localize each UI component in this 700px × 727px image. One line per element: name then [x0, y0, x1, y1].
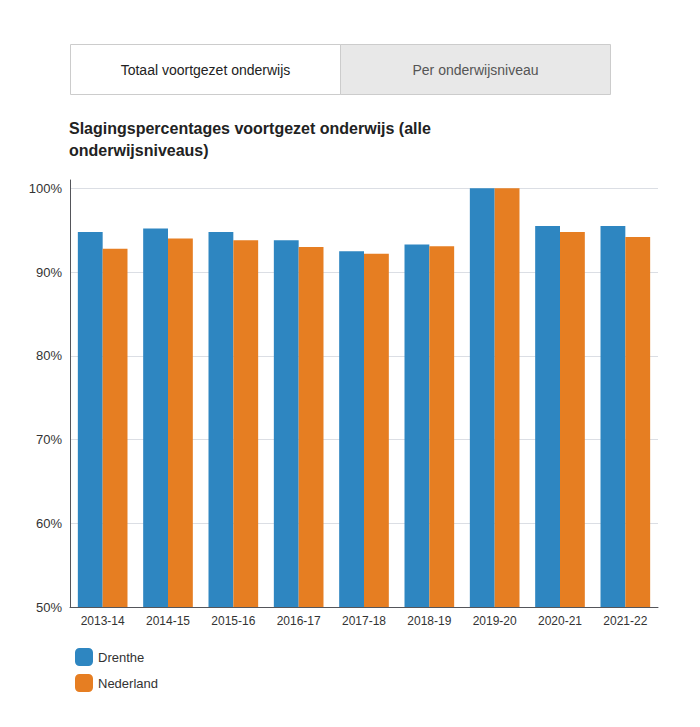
svg-text:70%: 70%: [36, 432, 62, 447]
svg-text:Per onderwijsniveau: Per onderwijsniveau: [412, 62, 538, 78]
svg-text:100%: 100%: [29, 181, 63, 196]
svg-text:2018-19: 2018-19: [407, 614, 451, 628]
svg-text:90%: 90%: [36, 265, 62, 280]
svg-text:2021-22: 2021-22: [603, 614, 647, 628]
svg-text:Slagingspercentages voortgezet: Slagingspercentages voortgezet onderwijs…: [69, 120, 431, 137]
svg-text:2020-21: 2020-21: [538, 614, 582, 628]
svg-text:80%: 80%: [36, 348, 62, 363]
svg-text:2013-14: 2013-14: [81, 614, 125, 628]
svg-text:Drenthe: Drenthe: [98, 650, 144, 665]
svg-text:2016-17: 2016-17: [277, 614, 321, 628]
svg-text:Nederland: Nederland: [98, 676, 158, 691]
svg-text:50%: 50%: [36, 600, 62, 615]
svg-text:2017-18: 2017-18: [342, 614, 386, 628]
svg-text:Totaal voortgezet onderwijs: Totaal voortgezet onderwijs: [121, 62, 291, 78]
svg-text:2014-15: 2014-15: [146, 614, 190, 628]
svg-text:onderwijsniveaus): onderwijsniveaus): [69, 142, 209, 159]
svg-text:2015-16: 2015-16: [211, 614, 255, 628]
svg-text:2019-20: 2019-20: [473, 614, 517, 628]
svg-text:60%: 60%: [36, 516, 62, 531]
